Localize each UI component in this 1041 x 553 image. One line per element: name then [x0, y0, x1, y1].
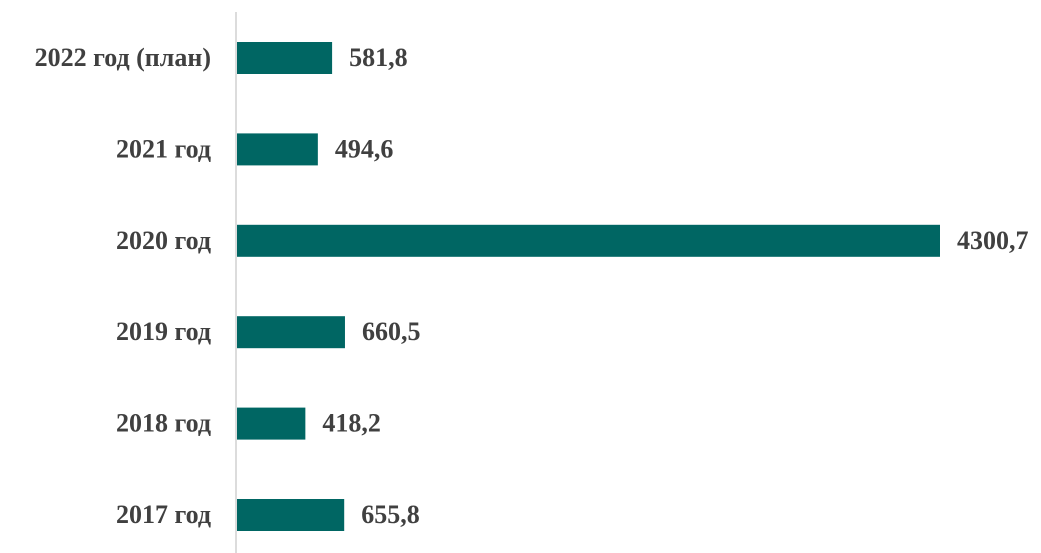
bar [237, 407, 306, 440]
category-label: 2019 год [116, 317, 211, 346]
bar [237, 42, 333, 74]
bar [237, 224, 940, 257]
value-label: 494,6 [335, 134, 394, 163]
bar [237, 316, 345, 349]
bar [237, 133, 318, 166]
category-label: 2021 год [116, 134, 211, 163]
bar [237, 499, 345, 531]
value-label: 660,5 [362, 317, 421, 346]
category-label: 2022 год (план) [35, 43, 211, 72]
category-label: 2020 год [116, 226, 211, 255]
value-label: 4300,7 [957, 226, 1029, 255]
value-label: 418,2 [322, 409, 381, 438]
category-label: 2017 год [116, 500, 211, 529]
category-label: 2018 год [116, 409, 211, 438]
value-label: 581,8 [349, 43, 408, 72]
value-label: 655,8 [361, 500, 420, 529]
